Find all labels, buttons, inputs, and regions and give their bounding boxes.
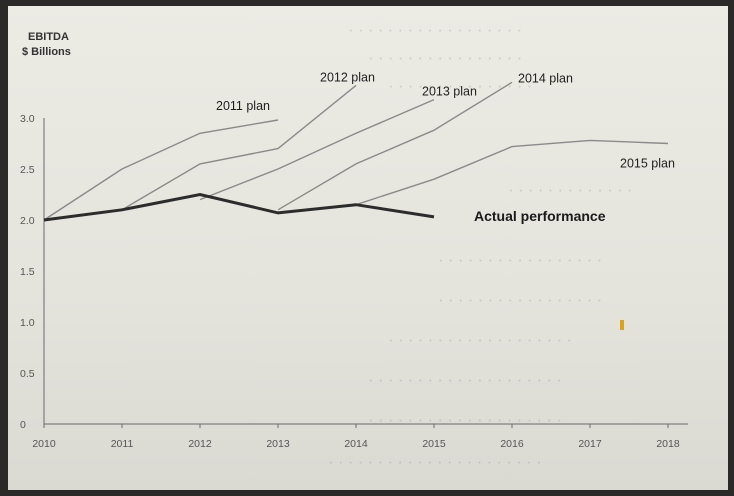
series-label-2013-plan: 2013 plan <box>422 85 477 99</box>
svg-text:· · · · · · · · · · · · · · ·: · · · · · · · · · · · · · · · · · <box>438 251 602 270</box>
series-line-2015-plan <box>355 139 669 206</box>
y-tick-label: 2.0 <box>20 215 35 227</box>
series-label-2014-plan: 2014 plan <box>518 71 573 85</box>
y-tick-label: 2.5 <box>20 164 35 176</box>
series-line-2013-plan <box>199 98 435 201</box>
y-tick-label: 3.0 <box>20 113 35 125</box>
x-tick-label: 2011 <box>111 438 134 450</box>
series-line-2011-plan <box>43 119 279 221</box>
x-tick-label: 2016 <box>500 438 524 450</box>
orange-mark <box>620 320 624 330</box>
series-lines <box>43 81 669 222</box>
svg-text:· · · · · · · · · · · · · · ·: · · · · · · · · · · · · · · · · · · · · <box>368 371 562 390</box>
svg-text:· · · · · · · · · · · · · · ·: · · · · · · · · · · · · · · · · · <box>438 291 602 310</box>
series-label-2012-plan: 2012 plan <box>320 70 375 84</box>
y-axis-title-line1: EBITDA <box>28 31 69 43</box>
series-label-2011-plan: 2011 plan <box>216 99 270 113</box>
x-tick-label: 2012 <box>188 438 212 450</box>
y-tick-label: 1.5 <box>20 266 35 278</box>
series-line-actual-performance <box>43 192 435 222</box>
series-label-2015-plan: 2015 plan <box>620 157 675 171</box>
svg-text:· · · · · · · · · · · · · · ·: · · · · · · · · · · · · · · · · · · · · <box>368 411 562 430</box>
x-tick-label: 2014 <box>344 438 368 450</box>
series-label-actual-performance: Actual performance <box>474 208 606 224</box>
svg-text:· · · · · · · · · · · · · · ·: · · · · · · · · · · · · · · · · · · <box>348 21 522 40</box>
svg-text:· · · · · · · · · · · · · · ·: · · · · · · · · · · · · · · · · <box>368 49 522 68</box>
background-print: · · · · · · · · · · · · · · · · · · · · … <box>328 21 633 472</box>
series-line-2012-plan <box>121 84 357 211</box>
y-tick-labels: 0 0.5 1.0 1.5 2.0 2.5 3.0 <box>20 113 35 431</box>
x-tick-label: 2017 <box>578 438 602 450</box>
y-tick-label: 1.0 <box>20 317 35 329</box>
x-tick-label: 2015 <box>422 438 446 450</box>
y-tick-label: 0 <box>20 419 26 431</box>
x-tick-labels: 2010 2011 2012 2013 2014 2015 2016 2017 2018 <box>32 424 680 450</box>
x-tick-label: 2018 <box>656 438 680 450</box>
svg-text:· · · · · · · · · · · · · · ·: · · · · · · · · · · · · · · · · · · · · … <box>328 453 542 472</box>
y-tick-label: 0.5 <box>20 368 35 380</box>
x-tick-label: 2010 <box>32 438 56 450</box>
svg-text:· · · · · · · · · · · · · · ·: · · · · · · · · · · · · · · · · · · · <box>388 331 572 350</box>
y-axis-title-line2: $ Billions <box>22 46 71 58</box>
ebitda-plans-chart: · · · · · · · · · · · · · · · · · · · · … <box>20 21 688 472</box>
svg-text:· · · · · · · · · · · · ·: · · · · · · · · · · · · · <box>508 181 633 200</box>
series-line-2014-plan <box>277 81 513 211</box>
page-photo: · · · · · · · · · · · · · · · · · · · · … <box>8 6 728 490</box>
series-labels: 2011 plan 2012 plan 2013 plan 2014 plan 2015… <box>216 70 675 224</box>
x-tick-label: 2013 <box>266 438 290 450</box>
